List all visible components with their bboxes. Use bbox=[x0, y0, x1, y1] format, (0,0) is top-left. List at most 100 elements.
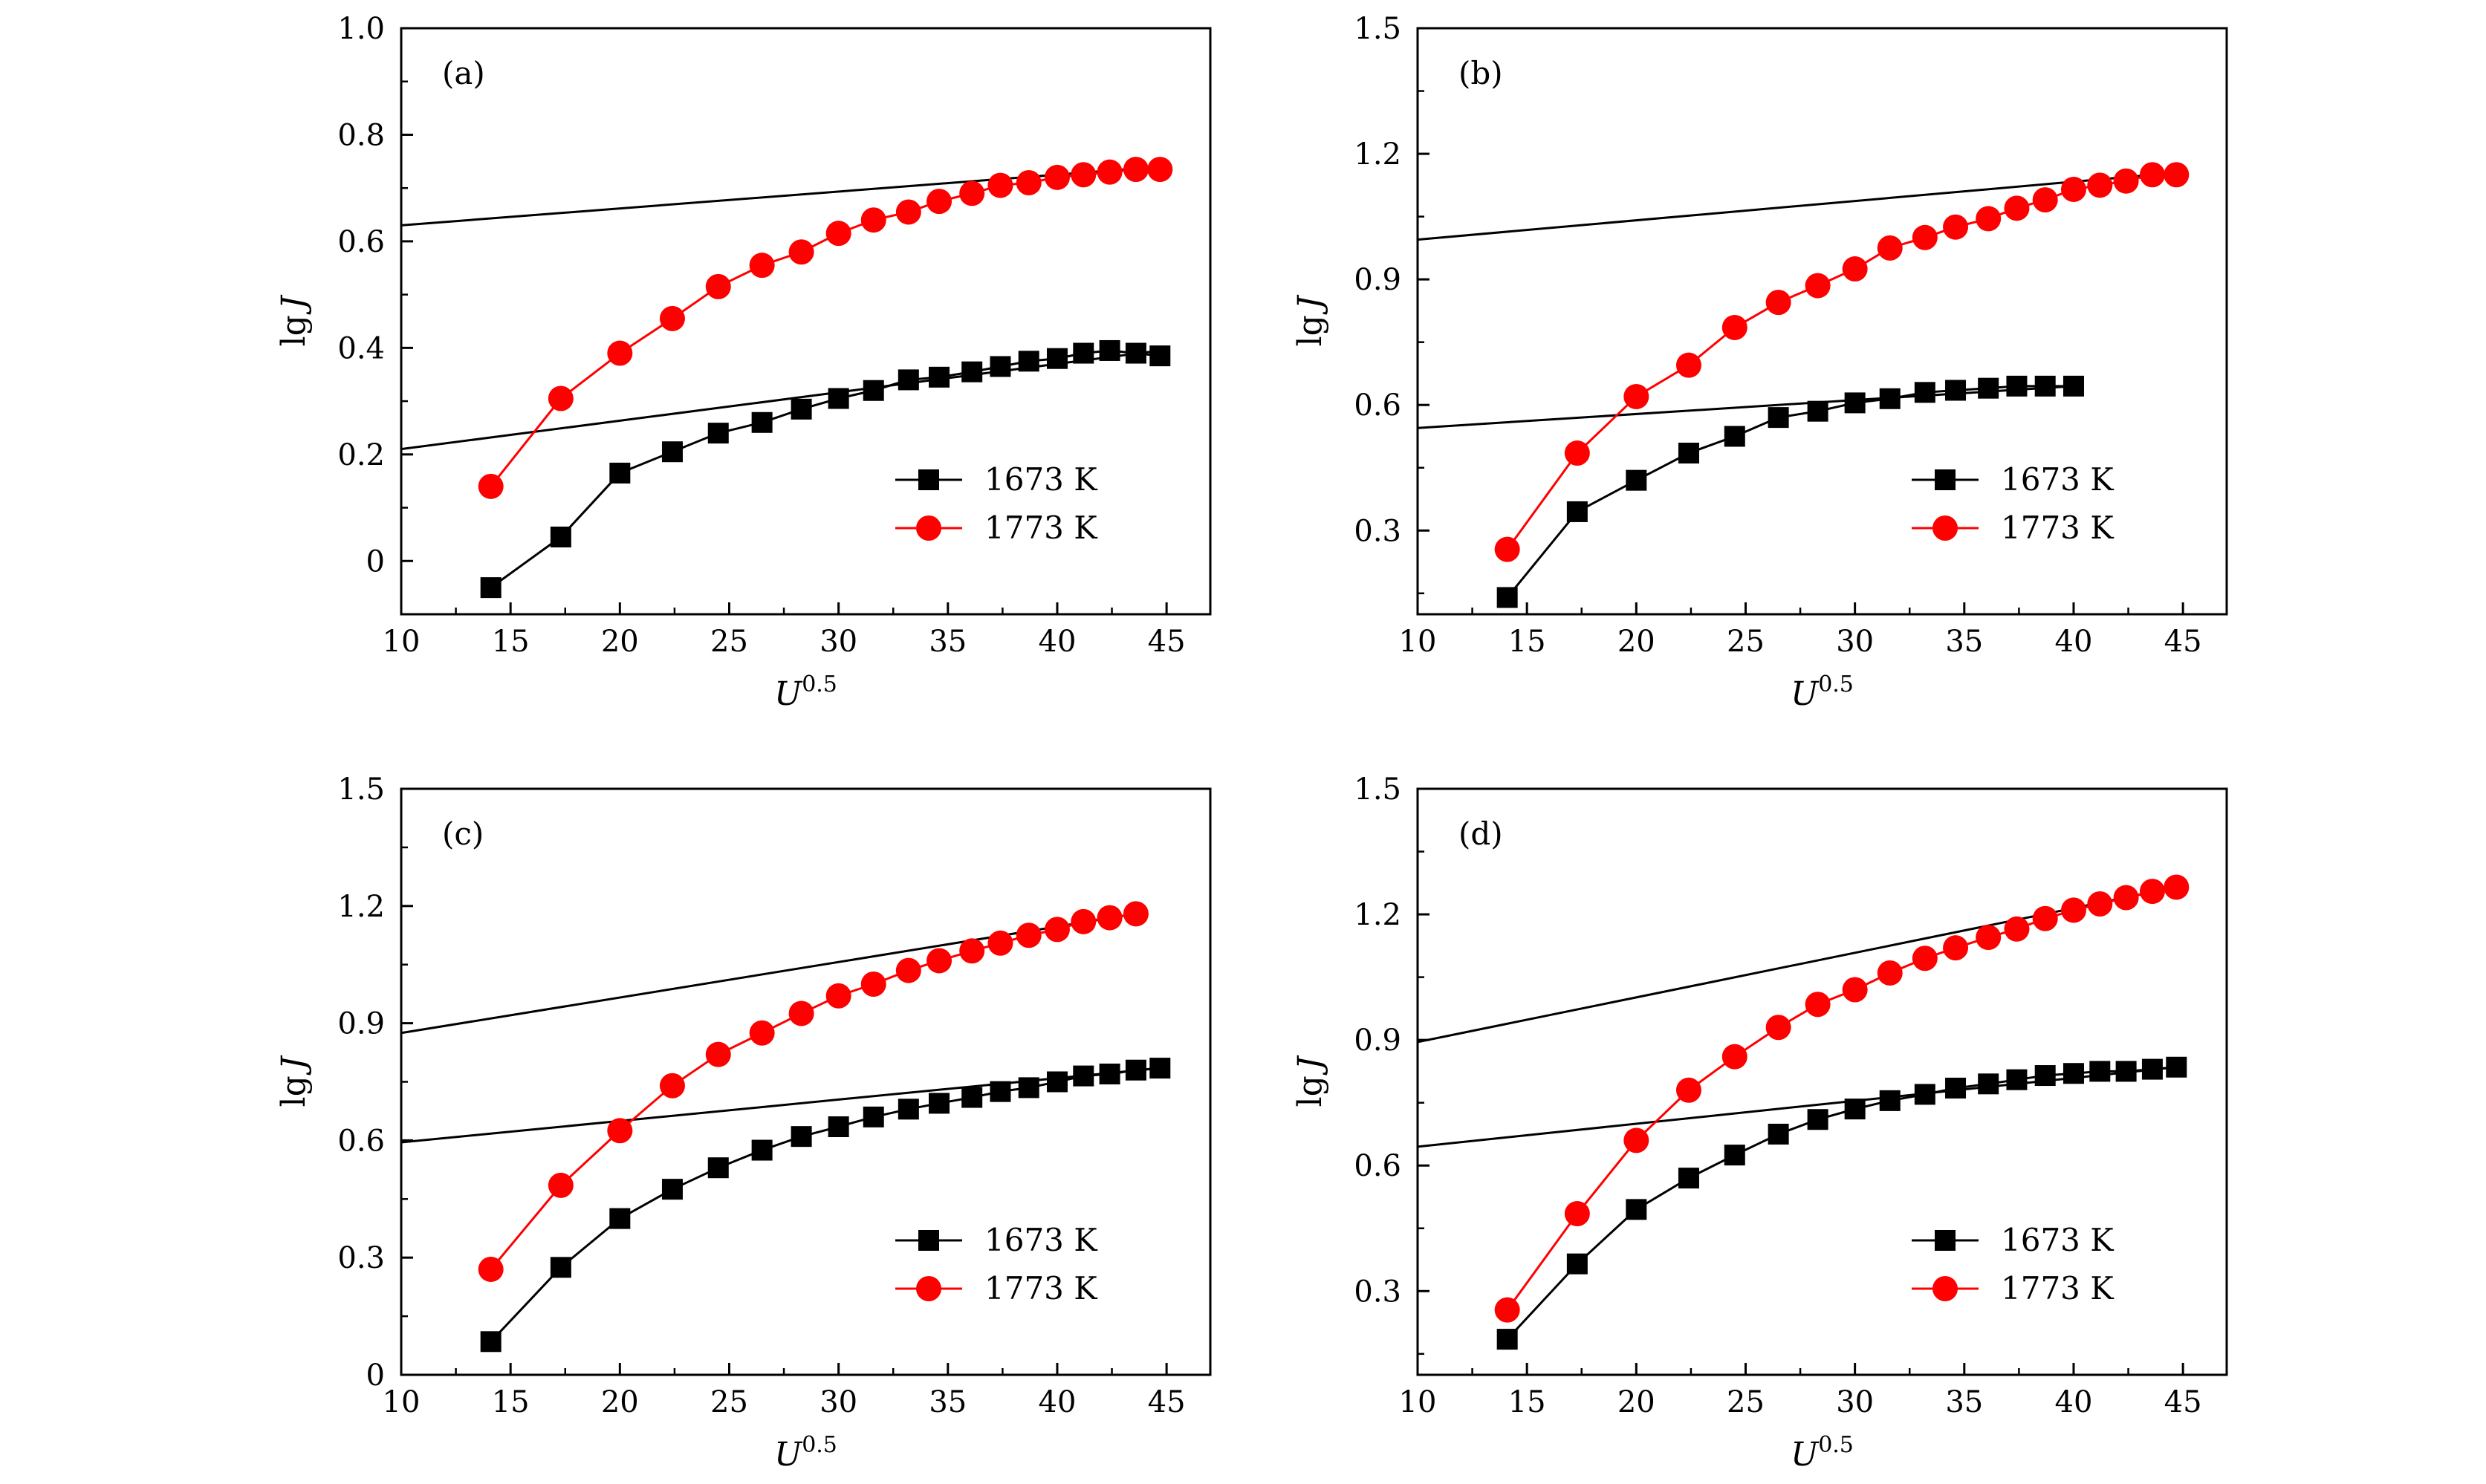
data-point bbox=[1623, 383, 1649, 409]
legend-label: 1673 K bbox=[984, 1222, 1098, 1258]
x-tick-label: 30 bbox=[1836, 1385, 1874, 1419]
data-point bbox=[1494, 536, 1520, 562]
legend-label: 1773 K bbox=[984, 510, 1098, 546]
data-point bbox=[2060, 176, 2086, 202]
data-point bbox=[1149, 1058, 1171, 1079]
plot-frame bbox=[400, 27, 1212, 616]
y-tick-label: 0.4 bbox=[337, 331, 385, 365]
panel-3: 10 15 20 25 30 35 40 45 0 0.3 0.6 0.9 1.2 1.5 U0.5 lgJ (… bbox=[275, 772, 1212, 1474]
y-axis-label: lgJ bbox=[1291, 294, 1329, 346]
data-point bbox=[2032, 187, 2058, 213]
x-tick-label: 40 bbox=[2055, 625, 2093, 659]
data-point bbox=[1807, 400, 1828, 422]
data-point bbox=[2141, 1058, 2163, 1080]
data-point bbox=[961, 1087, 983, 1108]
data-point bbox=[1123, 901, 1149, 927]
data-point bbox=[1018, 351, 1039, 372]
data-point bbox=[1807, 1109, 1828, 1130]
data-point bbox=[749, 1020, 775, 1046]
data-point bbox=[1566, 1253, 1588, 1275]
x-tick-label: 45 bbox=[2164, 625, 2202, 659]
data-point bbox=[705, 1041, 731, 1067]
data-point bbox=[2089, 1061, 2111, 1082]
legend-marker bbox=[918, 469, 939, 490]
x-tick-label: 25 bbox=[1727, 1385, 1765, 1419]
data-point bbox=[1044, 917, 1070, 943]
x-tick-label: 10 bbox=[383, 1385, 421, 1419]
data-point bbox=[1978, 1073, 1999, 1095]
data-point bbox=[1099, 339, 1120, 361]
data-point bbox=[1721, 314, 1747, 340]
data-point bbox=[1976, 206, 2002, 232]
x-tick-label: 35 bbox=[929, 625, 967, 659]
x-tick-label: 25 bbox=[710, 625, 748, 659]
legend-marker bbox=[916, 1276, 941, 1301]
y-tick-label: 1.5 bbox=[337, 772, 385, 807]
data-point bbox=[550, 526, 571, 547]
data-point bbox=[791, 1126, 812, 1148]
data-point bbox=[1675, 1077, 1701, 1103]
legend-label: 1673 K bbox=[984, 461, 1098, 498]
fit-line bbox=[1417, 171, 2177, 241]
data-point bbox=[898, 369, 919, 391]
y-axis-label: lgJ bbox=[275, 294, 313, 346]
data-point bbox=[825, 983, 851, 1009]
data-point bbox=[791, 398, 812, 420]
data-point bbox=[1765, 1015, 1791, 1041]
data-point bbox=[1073, 1065, 1094, 1087]
data-point bbox=[1071, 162, 1097, 188]
data-point bbox=[788, 1000, 814, 1026]
data-point bbox=[661, 1179, 683, 1200]
panel-2: 10 15 20 25 30 35 40 45 0.3 0.6 0.9 1.2 1.5 U0.5 lgJ (b… bbox=[1291, 12, 2228, 713]
data-point bbox=[2032, 905, 2058, 931]
data-point bbox=[1016, 170, 1042, 196]
data-point bbox=[1626, 469, 1647, 491]
data-point bbox=[1805, 992, 1831, 1018]
x-tick-label: 10 bbox=[1399, 1385, 1437, 1419]
data-point bbox=[828, 1116, 849, 1137]
data-point bbox=[895, 957, 921, 983]
data-point bbox=[1016, 922, 1042, 948]
data-point bbox=[1675, 352, 1701, 378]
panel-1: 10 15 20 25 30 35 40 45 0 0.2 0.4 0.6 0.8 1.0 U0.5 lgJ (… bbox=[275, 12, 1212, 713]
data-point bbox=[1678, 1168, 1699, 1189]
data-point bbox=[1912, 224, 1938, 250]
data-point bbox=[1879, 1090, 1901, 1111]
data-point bbox=[1724, 426, 1745, 447]
data-point bbox=[548, 1172, 574, 1198]
data-point bbox=[2060, 897, 2086, 923]
legend-label: 1673 K bbox=[2001, 461, 2115, 498]
data-point bbox=[1125, 1059, 1146, 1081]
panel-4: 10 15 20 25 30 35 40 45 0.3 0.6 0.9 1.2 1.5 U0.5 lgJ (d… bbox=[1291, 772, 2228, 1474]
data-point bbox=[2164, 874, 2190, 900]
y-tick-label: 0.3 bbox=[1354, 514, 1401, 548]
fit-line bbox=[400, 912, 1137, 1035]
x-tick-label: 30 bbox=[1836, 625, 1874, 659]
data-point bbox=[2063, 375, 2084, 397]
data-point bbox=[1724, 1145, 1745, 1166]
y-tick-label: 0.6 bbox=[337, 1124, 385, 1158]
data-point bbox=[749, 253, 775, 279]
data-point bbox=[1978, 377, 1999, 399]
legend-marker bbox=[918, 1230, 939, 1251]
data-point bbox=[1125, 342, 1146, 364]
data-point bbox=[478, 473, 504, 499]
data-point bbox=[1945, 1077, 1967, 1099]
data-point bbox=[707, 423, 729, 444]
data-point bbox=[2113, 168, 2139, 194]
data-point bbox=[661, 441, 683, 463]
legend-marker bbox=[1935, 469, 1956, 490]
data-point bbox=[2087, 172, 2113, 198]
data-point bbox=[1099, 1063, 1120, 1084]
x-tick-label: 35 bbox=[1945, 1385, 1983, 1419]
data-point bbox=[1046, 348, 1068, 369]
legend: 1673 K 1773 K bbox=[1912, 461, 2115, 546]
fit-line bbox=[1417, 1066, 2177, 1148]
data-point bbox=[2004, 916, 2030, 942]
data-point bbox=[1914, 382, 1935, 403]
data-point bbox=[2113, 885, 2139, 911]
data-point bbox=[609, 462, 631, 484]
data-point bbox=[825, 221, 851, 247]
x-tick-label: 30 bbox=[820, 1385, 857, 1419]
